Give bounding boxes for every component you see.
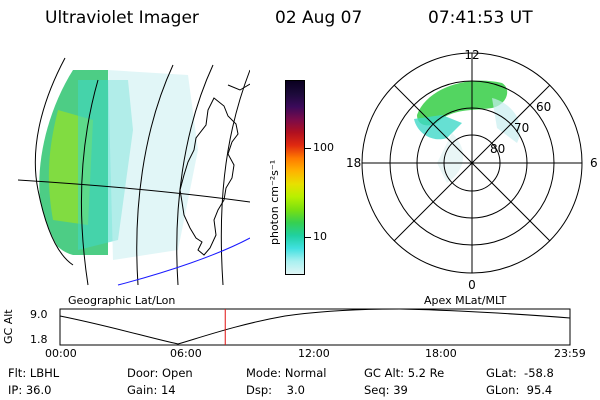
polar-caption: Apex MLat/MLT <box>424 294 507 307</box>
mlt-18-label: 18 <box>346 156 361 170</box>
gain-info: Gain: 14 <box>127 383 176 397</box>
ip-info: IP: 36.0 <box>8 383 52 397</box>
mlt-0-label: 0 <box>468 278 476 292</box>
time-axis-tick: 00:00 <box>45 347 77 360</box>
altitude-ytick: 9.0 <box>30 308 48 321</box>
mlat-60-label: 60 <box>536 100 551 114</box>
mlt-6-label: 6 <box>590 156 598 170</box>
geographic-map <box>18 57 250 286</box>
door-info: Door: Open <box>127 366 193 380</box>
mlt-12-label: 12 <box>464 48 479 62</box>
colorbar-gradient <box>286 81 304 274</box>
time-label: 07:41:53 UT <box>428 8 533 28</box>
altitude-ytick: 1.8 <box>30 333 48 346</box>
colorbar-unit-label: photon cm⁻²s⁻¹ <box>268 160 281 245</box>
glat-info: GLat: -58.8 <box>486 366 554 380</box>
seq-info: Seq: 39 <box>364 383 408 397</box>
filter-info: Flt: LBHL <box>8 366 60 380</box>
colorbar-tick <box>305 148 311 149</box>
colorbar-unit-text: photon cm⁻²s⁻¹ <box>268 160 281 245</box>
colorbar-tick-label: 10 <box>313 230 327 243</box>
mlat-80-label: 80 <box>490 142 505 156</box>
mode-info: Mode: Normal <box>246 366 327 380</box>
dsp-info: Dsp: 3.0 <box>246 383 305 397</box>
app-title: Ultraviolet Imager <box>45 8 199 28</box>
colorbar <box>285 80 305 275</box>
time-axis-tick: 18:00 <box>425 347 457 360</box>
time-axis-tick: 12:00 <box>298 347 330 360</box>
colorbar-tick <box>305 237 311 238</box>
time-axis-tick: 06:00 <box>170 347 202 360</box>
altitude-ylabel: GC Alt <box>2 309 15 344</box>
mlat-70-label: 70 <box>514 121 529 135</box>
altitude-curve <box>59 308 571 345</box>
date-label: 02 Aug 07 <box>275 8 363 28</box>
altitude-plot: GC Alt 9.0 1.8 <box>2 308 571 346</box>
colorbar-tick-label: 100 <box>313 141 334 154</box>
glon-info: GLon: 95.4 <box>486 383 553 397</box>
gc-alt-info: GC Alt: 5.2 Re <box>364 366 445 380</box>
altitude-plot-frame <box>59 308 571 346</box>
time-axis-tick: 23:59 <box>554 347 586 360</box>
polar-map: 12 18 6 0 60 70 80 <box>346 48 598 292</box>
geo-caption: Geographic Lat/Lon <box>68 294 176 307</box>
